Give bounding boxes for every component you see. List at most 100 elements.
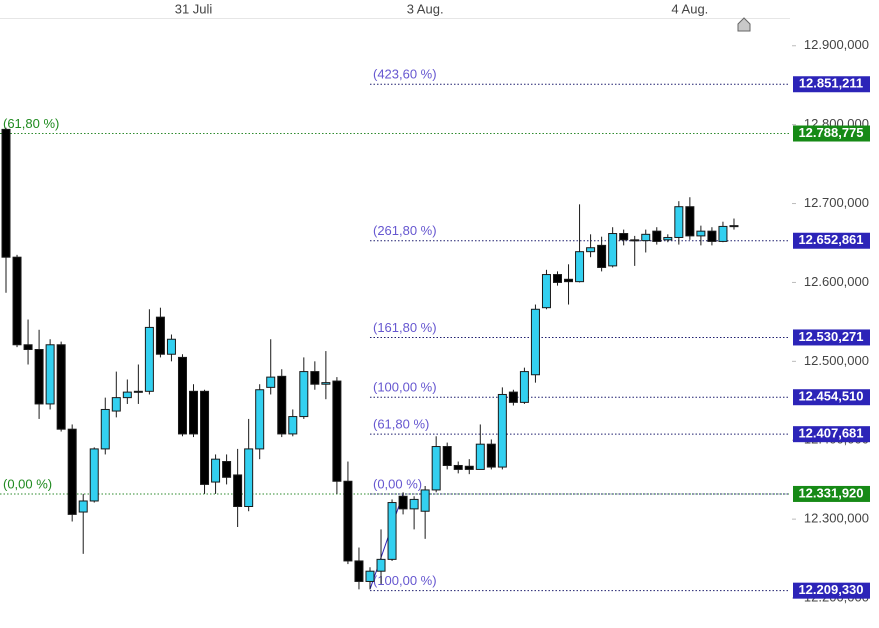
candle-body <box>244 448 254 508</box>
x-tick-label: 3 Aug. <box>407 1 444 16</box>
y-tick-label: 12.500,000 <box>804 353 869 368</box>
candle-body <box>310 371 320 385</box>
candle-body <box>398 495 408 510</box>
value-tag <box>793 426 870 443</box>
candle-body <box>12 256 22 346</box>
fib-level-label: (100,00 %) <box>373 380 437 395</box>
value-tag-label: 12.331,920 <box>798 485 863 500</box>
candle-body <box>299 371 309 418</box>
value-tag <box>793 485 870 502</box>
fib-level-label: (61,80 %) <box>373 417 429 432</box>
candle-body <box>78 500 88 513</box>
candle-body <box>34 349 44 405</box>
candle-body <box>222 461 232 478</box>
candle-body <box>144 326 154 392</box>
candle-body <box>155 316 165 355</box>
value-tag-label: 12.530,271 <box>798 329 863 344</box>
candle-body <box>233 474 243 508</box>
candle-body <box>100 408 110 450</box>
candle-body <box>608 233 618 267</box>
fib-level-label: (100,00 %) <box>373 573 437 588</box>
fib-level-label: (423,60 %) <box>373 67 437 82</box>
candle-body <box>266 376 276 388</box>
candle-body <box>1 128 11 258</box>
fib-level-label: (61,80 %) <box>3 116 59 131</box>
candle-body <box>56 344 66 430</box>
fib-level-label: (0,00 %) <box>3 476 52 491</box>
candle-body <box>619 233 629 241</box>
candle-body <box>332 380 342 482</box>
candle-body <box>343 480 353 562</box>
candle-body <box>442 446 452 466</box>
y-tick-label: 12.600,000 <box>804 274 869 289</box>
home-icon[interactable] <box>737 17 751 32</box>
x-tick-label: 31 Juli <box>175 1 213 16</box>
candle-body <box>122 391 132 399</box>
candle-body <box>630 239 640 242</box>
candle-body <box>211 458 221 483</box>
candle-body <box>200 390 210 485</box>
value-tag-label: 12.454,510 <box>798 389 863 404</box>
candle-body <box>89 448 99 502</box>
candle-body <box>387 502 397 560</box>
fib-level-label: (261,80 %) <box>373 223 437 238</box>
value-tag <box>793 329 870 346</box>
value-tag-label: 12.407,681 <box>798 426 863 441</box>
candle-body <box>277 375 287 435</box>
candle-body <box>663 236 673 241</box>
candle-body <box>288 416 298 435</box>
value-tag-label: 12.652,861 <box>798 232 863 247</box>
fib-level-label: (0,00 %) <box>373 476 422 491</box>
candle-body <box>586 247 596 253</box>
y-tick-label: 12.700,000 <box>804 195 869 210</box>
candle-body <box>365 570 375 582</box>
trend-line <box>369 493 404 590</box>
candle-body <box>166 338 176 355</box>
value-tag <box>793 125 870 142</box>
candle-body <box>685 206 695 237</box>
value-tag <box>793 232 870 249</box>
candle-body <box>553 274 562 283</box>
candle-body <box>255 389 265 450</box>
candle-body <box>464 465 474 470</box>
candle-body <box>111 397 121 412</box>
value-tag <box>793 582 870 599</box>
candle-body <box>189 390 199 435</box>
candle-body <box>431 446 441 491</box>
value-tag-label: 12.209,330 <box>798 582 863 597</box>
candle-body <box>597 244 607 268</box>
candle-body <box>530 308 540 376</box>
candle-body <box>718 225 728 242</box>
candle-body <box>475 443 485 470</box>
candle-body <box>707 230 717 242</box>
value-tag-label: 12.851,211 <box>799 76 863 91</box>
candle-body <box>45 344 55 405</box>
candle-body <box>575 251 585 283</box>
candle-body <box>497 393 507 468</box>
candle-body <box>674 206 684 238</box>
candle-body <box>409 498 419 510</box>
candle-body <box>354 560 364 582</box>
y-tick-label: 12.300,000 <box>804 511 869 526</box>
candle-body <box>652 230 662 242</box>
candle-body <box>564 278 574 283</box>
candle-body <box>453 464 463 470</box>
candle-body <box>67 428 77 515</box>
value-tag-label: 12.788,775 <box>798 125 863 140</box>
candle-body <box>641 233 651 242</box>
candle-body <box>177 356 187 435</box>
candle-body <box>541 274 551 309</box>
candle-body <box>729 225 739 228</box>
candle-body <box>696 230 706 237</box>
candle-body <box>519 371 529 403</box>
candle-body <box>133 390 143 393</box>
candle-body <box>376 558 386 572</box>
candle-body <box>508 391 518 403</box>
candle-body <box>420 489 430 512</box>
y-tick-label: 12.900,000 <box>804 37 869 52</box>
fib-level-label: (161,80 %) <box>373 320 437 335</box>
candle-body <box>486 443 496 468</box>
